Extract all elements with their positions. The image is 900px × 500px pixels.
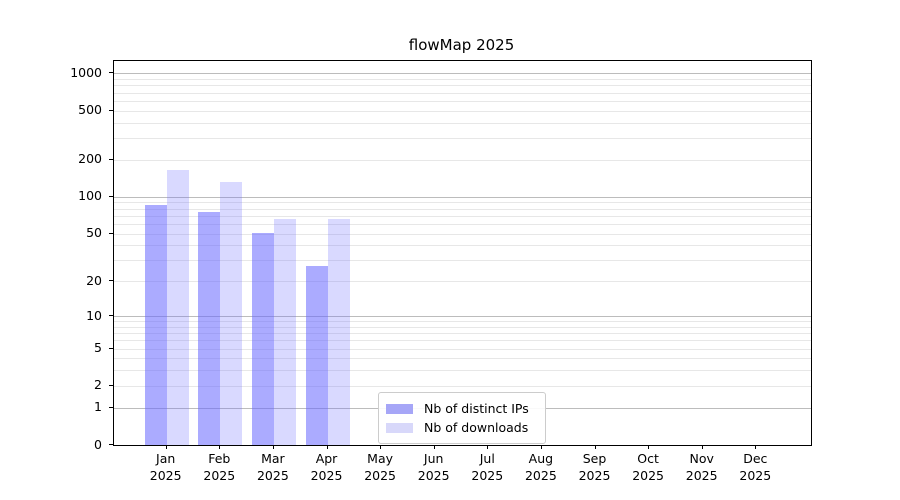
y-tick-mark (109, 280, 113, 282)
legend-item-distinct-ips: Nb of distinct IPs (386, 400, 537, 417)
x-tick-mark (165, 445, 167, 449)
x-tick-label-jun: Jun 2025 (417, 451, 450, 483)
bar-downloads-feb (220, 182, 243, 445)
gridline-minor (114, 326, 811, 328)
y-tick-label: 0 (94, 436, 102, 452)
plot-area: Nb of distinct IPs Nb of downloads (113, 60, 812, 446)
gridline-minor (114, 223, 811, 225)
legend: Nb of distinct IPs Nb of downloads (378, 392, 546, 444)
y-tick-mark (109, 232, 113, 234)
legend-label-downloads: Nb of downloads (424, 420, 529, 435)
gridline-minor (114, 245, 811, 247)
y-tick-mark (109, 315, 113, 316)
gridline-minor (114, 385, 811, 387)
y-tick-mark (109, 72, 113, 74)
gridline-minor (114, 79, 811, 81)
y-tick-label: 10 (86, 307, 102, 323)
y-tick-label: 20 (86, 272, 102, 288)
x-tick-label-aug: Aug 2025 (524, 451, 557, 483)
bar-distinct-ips-mar (251, 232, 274, 445)
gridline-minor (114, 100, 811, 102)
x-tick-mark (594, 445, 596, 449)
chart-title: flowMap 2025 (408, 36, 515, 54)
x-tick-mark (701, 445, 703, 449)
gridline-minor (114, 110, 811, 112)
bar-distinct-ips-jan (144, 205, 167, 445)
y-tick-mark (109, 384, 113, 386)
bar-downloads-mar (273, 218, 296, 445)
gridline-minor (114, 340, 811, 342)
x-tick-label-nov: Nov 2025 (685, 451, 718, 483)
y-tick-label: 100 (78, 188, 102, 204)
gridline-minor (114, 159, 811, 161)
gridline-minor (114, 85, 811, 87)
bar-downloads-jan (166, 170, 189, 445)
gridline-major (114, 196, 811, 198)
y-tick-label: 5 (94, 340, 102, 356)
x-tick-mark (380, 445, 382, 449)
x-tick-label-mar: Mar 2025 (256, 451, 289, 483)
x-tick-mark (219, 445, 221, 449)
legend-swatch-distinct-ips-icon (386, 403, 413, 414)
bar-downloads-apr (327, 218, 350, 445)
gridline-minor (114, 321, 811, 323)
gridline-minor (114, 202, 811, 204)
gridline-minor (114, 358, 811, 360)
gridline-minor (114, 370, 811, 372)
gridline-minor (114, 215, 811, 217)
x-tick-label-jul: Jul 2025 (471, 451, 504, 483)
gridline-minor (114, 208, 811, 210)
x-tick-mark (755, 445, 757, 449)
gridline-major (114, 316, 811, 317)
y-tick-mark (109, 406, 113, 408)
gridline-minor (114, 92, 811, 94)
x-tick-label-dec: Dec 2025 (739, 451, 772, 483)
gridline-major (114, 73, 811, 75)
x-tick-mark (326, 445, 328, 449)
gridline-minor (114, 138, 811, 139)
y-tick-mark (109, 347, 113, 349)
gridline-minor (114, 348, 811, 350)
bar-distinct-ips-apr (305, 265, 328, 445)
x-tick-mark (540, 445, 542, 449)
gridline-minor (114, 260, 811, 262)
y-tick-label: 500 (78, 102, 102, 118)
y-tick-label: 50 (86, 225, 102, 240)
y-tick-label: 1000 (70, 64, 102, 80)
x-tick-mark (433, 445, 435, 449)
gridline-minor (114, 122, 811, 124)
x-tick-label-sep: Sep 2025 (578, 451, 611, 483)
x-tick-label-feb: Feb 2025 (203, 451, 236, 483)
y-tick-label: 200 (78, 151, 102, 167)
legend-item-downloads: Nb of downloads (386, 419, 537, 436)
x-tick-mark (487, 445, 489, 449)
y-tick-mark (109, 444, 113, 445)
gridline-minor (114, 281, 811, 283)
legend-swatch-downloads-icon (386, 422, 413, 433)
x-tick-label-may: May 2025 (364, 451, 396, 483)
y-tick-mark (109, 109, 113, 111)
y-tick-mark (109, 158, 113, 160)
gridline-minor (114, 333, 811, 335)
gridline-minor (114, 233, 811, 235)
x-tick-label-apr: Apr 2025 (310, 451, 343, 483)
x-tick-mark (272, 445, 274, 449)
x-tick-label-oct: Oct 2025 (632, 451, 664, 483)
y-tick-mark (109, 195, 113, 197)
y-tick-label: 1 (94, 399, 102, 415)
bar-distinct-ips-feb (198, 212, 221, 445)
x-tick-mark (648, 445, 650, 449)
legend-label-distinct-ips: Nb of distinct IPs (424, 401, 529, 416)
x-tick-label-jan: Jan 2025 (149, 451, 182, 483)
y-tick-label: 2 (94, 377, 102, 393)
